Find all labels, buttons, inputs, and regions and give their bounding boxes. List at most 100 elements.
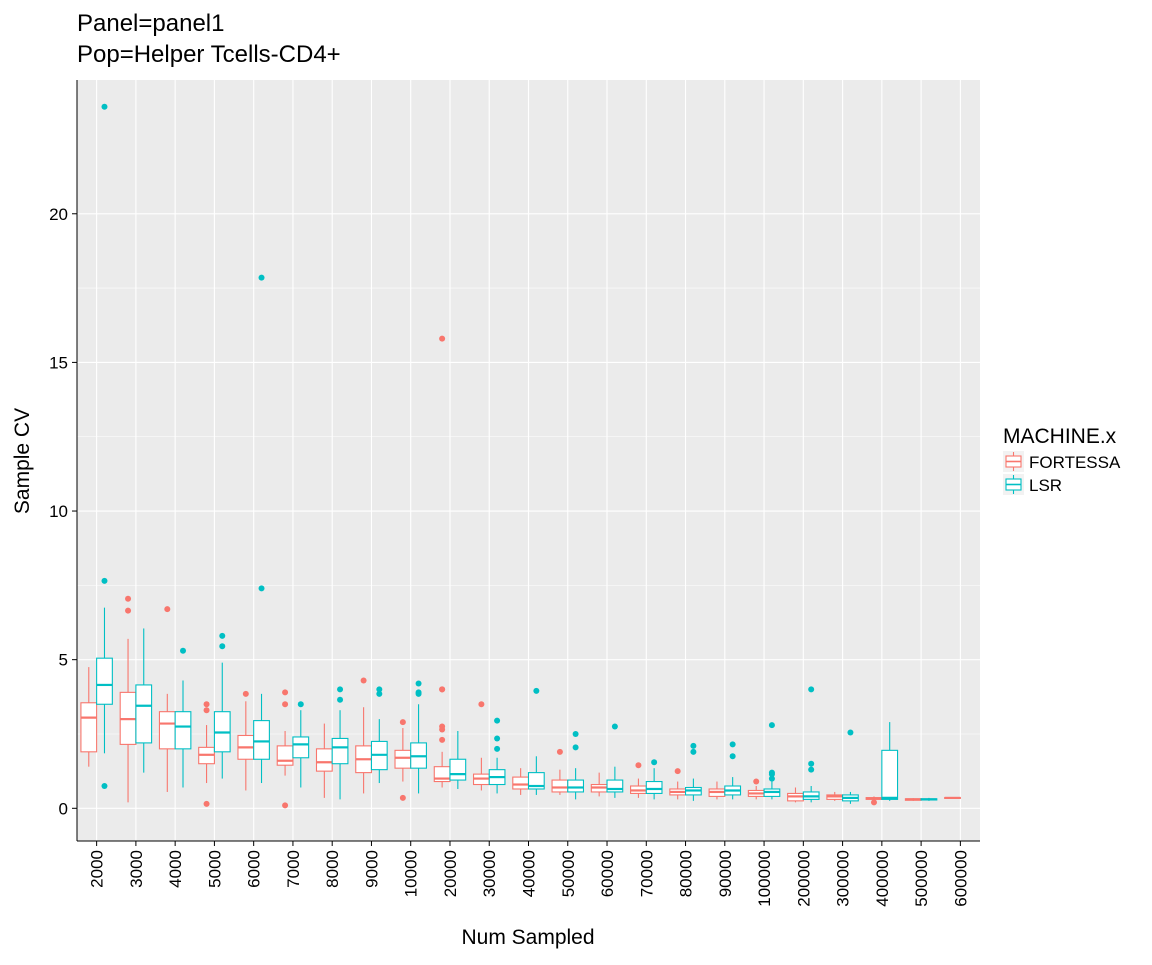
box-fortessa-600000: [944, 796, 961, 799]
legend-label: LSR: [1029, 476, 1062, 495]
box-lsr-8000: [331, 686, 349, 800]
box-iqr: [253, 720, 270, 760]
x-tick-label: 300000: [834, 850, 853, 907]
box-iqr: [527, 772, 545, 790]
box-lsr-7000: [292, 701, 310, 788]
x-tick-label: 500000: [912, 850, 931, 907]
box-lsr-30000: [488, 717, 506, 794]
outlier-point: [439, 736, 446, 743]
box-lsr-20000: [449, 731, 467, 789]
legend-item-fortessa: FORTESSA: [1003, 451, 1121, 472]
box-lsr-200000: [802, 686, 820, 803]
x-tick-label: 80000: [677, 850, 696, 897]
chart-title: Panel=panel1: [77, 10, 224, 37]
outlier-point: [690, 748, 697, 755]
box-iqr: [315, 748, 333, 772]
outlier-point: [242, 690, 249, 697]
box-iqr: [292, 736, 310, 759]
x-tick-label: 6000: [245, 850, 264, 888]
outlier-point: [768, 769, 775, 776]
box-lsr-500000: [920, 797, 938, 801]
box-iqr: [80, 702, 98, 753]
x-tick-label: 90000: [716, 850, 735, 897]
outlier-point: [337, 696, 344, 703]
outlier-point: [258, 585, 265, 592]
x-tick-label: 70000: [637, 850, 656, 897]
outlier-point: [651, 759, 658, 766]
box-iqr: [276, 745, 294, 766]
outlier-point: [674, 768, 681, 775]
legend-item-lsr: LSR: [1003, 474, 1062, 495]
y-axis-label: Sample CV: [11, 408, 34, 514]
x-tick-label: 100000: [755, 850, 774, 907]
outlier-point: [439, 723, 446, 730]
outlier-point: [282, 689, 289, 696]
x-tick-label: 400000: [873, 850, 892, 907]
outlier-point: [494, 735, 501, 742]
x-tick-label: 3000: [127, 850, 146, 888]
outlier-point: [635, 762, 642, 769]
box-lsr-60000: [606, 723, 624, 798]
box-iqr: [158, 711, 176, 750]
box-lsr-300000: [842, 729, 859, 804]
outlier-point: [690, 742, 697, 749]
chart-subtitle: Pop=Helper Tcells-CD4+: [77, 41, 341, 68]
outlier-point: [494, 717, 501, 724]
x-tick-label: 4000: [166, 850, 185, 888]
x-tick-label: 8000: [323, 850, 342, 888]
outlier-point: [219, 643, 226, 650]
outlier-point: [399, 794, 406, 801]
outlier-point: [753, 778, 760, 785]
x-tick-label: 20000: [441, 850, 460, 897]
outlier-point: [376, 686, 383, 693]
outlier-point: [808, 766, 815, 773]
box-iqr: [174, 711, 192, 750]
box-lsr-80000: [684, 742, 702, 801]
legend-items: FORTESSA LSR: [1003, 451, 1121, 495]
box-lsr-70000: [645, 759, 663, 800]
y-tick-label: 10: [49, 502, 68, 521]
y-tick-label: 15: [49, 353, 68, 372]
outlier-point: [415, 680, 422, 687]
box-lsr-90000: [724, 741, 742, 800]
box-iqr: [606, 779, 624, 793]
x-tick-label: 2000: [88, 850, 107, 888]
box-iqr: [331, 737, 349, 765]
outlier-point: [768, 775, 775, 782]
outlier-point: [533, 687, 540, 694]
outlier-point: [611, 723, 618, 730]
box-lsr-2000: [96, 103, 113, 790]
outlier-point: [297, 701, 304, 708]
outlier-point: [729, 741, 736, 748]
box-fortessa-7000: [276, 689, 294, 809]
x-tick-label: 7000: [284, 850, 303, 888]
outlier-point: [125, 607, 132, 614]
outlier-point: [203, 800, 210, 807]
box-lsr-40000: [527, 687, 545, 795]
box-lsr-4000: [174, 647, 192, 788]
box-layer: [80, 103, 961, 809]
outlier-point: [203, 707, 210, 714]
box-fortessa-80000: [669, 768, 687, 800]
box-lsr-9000: [370, 686, 388, 784]
box-lsr-5000: [213, 632, 231, 779]
outlier-point: [258, 274, 265, 281]
box-iqr: [449, 758, 467, 781]
outlier-point: [399, 719, 406, 726]
box-fortessa-90000: [708, 781, 726, 800]
box-fortessa-500000: [904, 798, 922, 801]
box-iqr: [567, 779, 585, 793]
outlier-point: [572, 744, 579, 751]
legend: MACHINE.x FORTESSA LSR: [1003, 425, 1121, 495]
outlier-point: [494, 745, 501, 752]
box-lsr-3000: [135, 628, 153, 773]
box-lsr-400000: [881, 722, 899, 801]
legend-title: MACHINE.x: [1003, 425, 1117, 448]
box-fortessa-2000: [80, 667, 98, 767]
y-tick-label: 5: [59, 651, 68, 670]
box-lsr-10000: [410, 680, 427, 794]
x-tick-label: 60000: [598, 850, 617, 897]
x-tick-label: 5000: [205, 850, 224, 888]
